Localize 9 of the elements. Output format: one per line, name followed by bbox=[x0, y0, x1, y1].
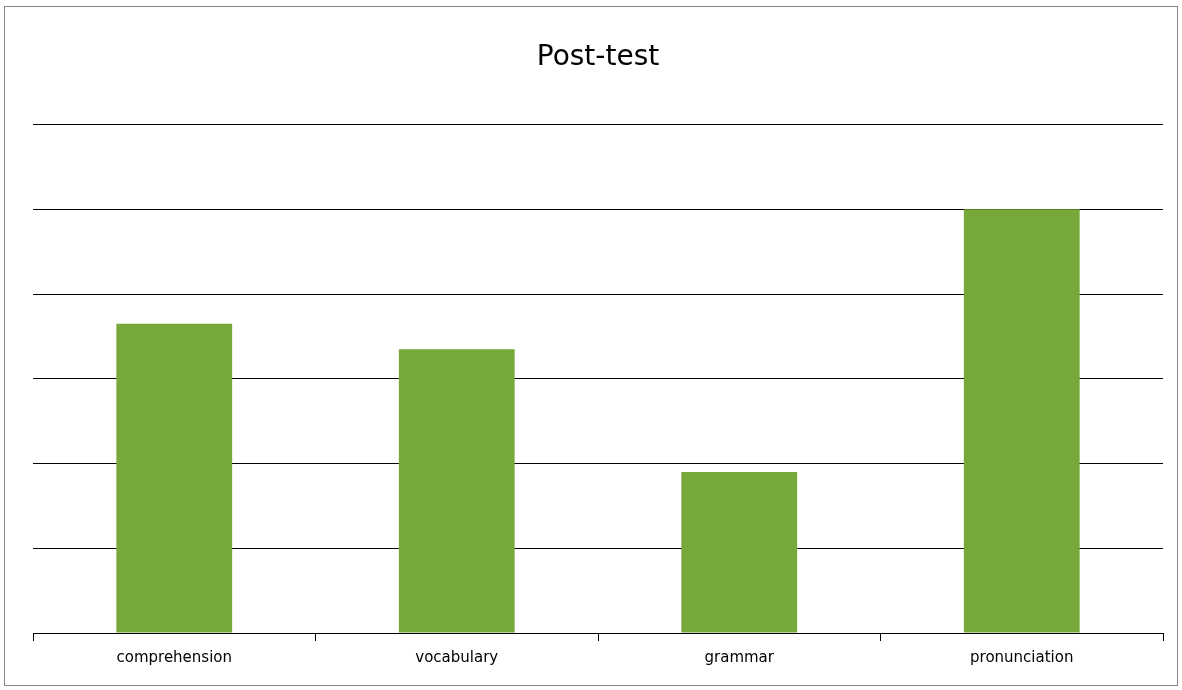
x-tick-label: grammar bbox=[704, 647, 775, 666]
x-tick-label: comprehension bbox=[116, 647, 233, 666]
bar bbox=[116, 323, 233, 633]
bar bbox=[398, 349, 515, 633]
bar bbox=[963, 209, 1080, 633]
bar bbox=[681, 472, 798, 633]
x-tick-label: vocabulary bbox=[415, 647, 499, 666]
chart-title: Post-test bbox=[536, 39, 660, 73]
x-tick-label: pronunciation bbox=[970, 647, 1074, 666]
